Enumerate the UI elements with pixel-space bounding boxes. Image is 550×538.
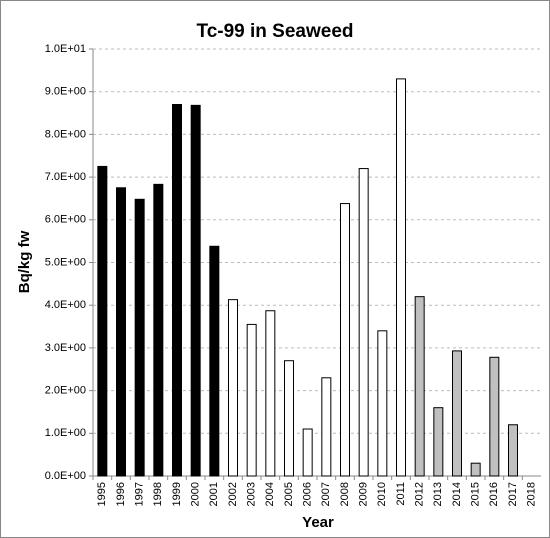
y-tick-label: 0.0E+00 bbox=[45, 470, 86, 482]
y-tick-label: 5.0E+00 bbox=[45, 256, 86, 268]
x-tick-label: 2017 bbox=[507, 482, 519, 506]
x-tick-label: 2014 bbox=[451, 482, 463, 506]
x-tick-label: 2015 bbox=[470, 482, 482, 506]
x-tick-label: 1995 bbox=[96, 482, 108, 506]
bar bbox=[172, 104, 182, 477]
x-tick-label: 2011 bbox=[395, 482, 407, 506]
x-tick-label: 2012 bbox=[414, 482, 426, 506]
bar bbox=[190, 104, 201, 477]
x-tick-label: 2005 bbox=[283, 482, 295, 506]
x-axis-label: Year bbox=[302, 514, 334, 531]
y-tick-label: 1.0E+00 bbox=[45, 427, 86, 439]
bar bbox=[302, 428, 313, 477]
bar bbox=[134, 198, 145, 477]
bar bbox=[246, 323, 257, 477]
bar bbox=[284, 360, 294, 477]
x-tick-label: 1999 bbox=[171, 482, 183, 506]
bar bbox=[228, 299, 238, 477]
x-tick-label: 2016 bbox=[488, 482, 500, 506]
x-tick-label: 2007 bbox=[320, 482, 332, 506]
x-tick-label: 2001 bbox=[208, 482, 220, 506]
bar bbox=[489, 356, 500, 477]
x-tick-label: 2006 bbox=[302, 482, 314, 506]
bar bbox=[153, 183, 164, 477]
x-tick-label: 2018 bbox=[526, 482, 538, 506]
y-tick-label: 8.0E+00 bbox=[45, 128, 86, 140]
y-tick-label: 9.0E+00 bbox=[45, 86, 86, 98]
x-tick-label: 1997 bbox=[134, 482, 146, 506]
y-axis-label: Bq/kg fw bbox=[16, 230, 33, 293]
y-tick-label: 1.0E+01 bbox=[45, 43, 86, 55]
bar bbox=[358, 168, 369, 477]
y-tick-label: 3.0E+00 bbox=[45, 342, 86, 354]
bar bbox=[116, 187, 126, 477]
chart-title: Tc-99 in Seaweed bbox=[197, 21, 354, 42]
bar bbox=[452, 350, 462, 477]
x-tick-label: 2013 bbox=[432, 482, 444, 506]
x-tick-label: 2010 bbox=[376, 482, 388, 506]
y-tick-label: 7.0E+00 bbox=[45, 171, 86, 183]
bar bbox=[414, 296, 425, 477]
x-tick-label: 2000 bbox=[190, 482, 202, 506]
bar bbox=[321, 377, 332, 477]
x-tick-label: 2002 bbox=[227, 482, 239, 506]
bar bbox=[209, 245, 220, 477]
bar bbox=[470, 462, 481, 477]
bar bbox=[97, 165, 108, 477]
x-tick-label: 2008 bbox=[339, 482, 351, 506]
bar bbox=[377, 330, 388, 477]
x-tick-label: 2003 bbox=[246, 482, 258, 506]
y-tick-label: 6.0E+00 bbox=[45, 214, 86, 226]
x-tick-label: 1996 bbox=[115, 482, 127, 506]
bar bbox=[265, 310, 276, 477]
bar bbox=[340, 203, 350, 477]
x-tick-label: 2004 bbox=[264, 482, 276, 506]
x-tick-label: 2009 bbox=[358, 482, 370, 506]
bar bbox=[508, 424, 518, 477]
x-tick-label: 1998 bbox=[152, 482, 164, 506]
bar bbox=[396, 78, 406, 477]
y-tick-label: 2.0E+00 bbox=[45, 385, 86, 397]
bar bbox=[433, 407, 444, 477]
y-tick-label: 4.0E+00 bbox=[45, 299, 86, 311]
